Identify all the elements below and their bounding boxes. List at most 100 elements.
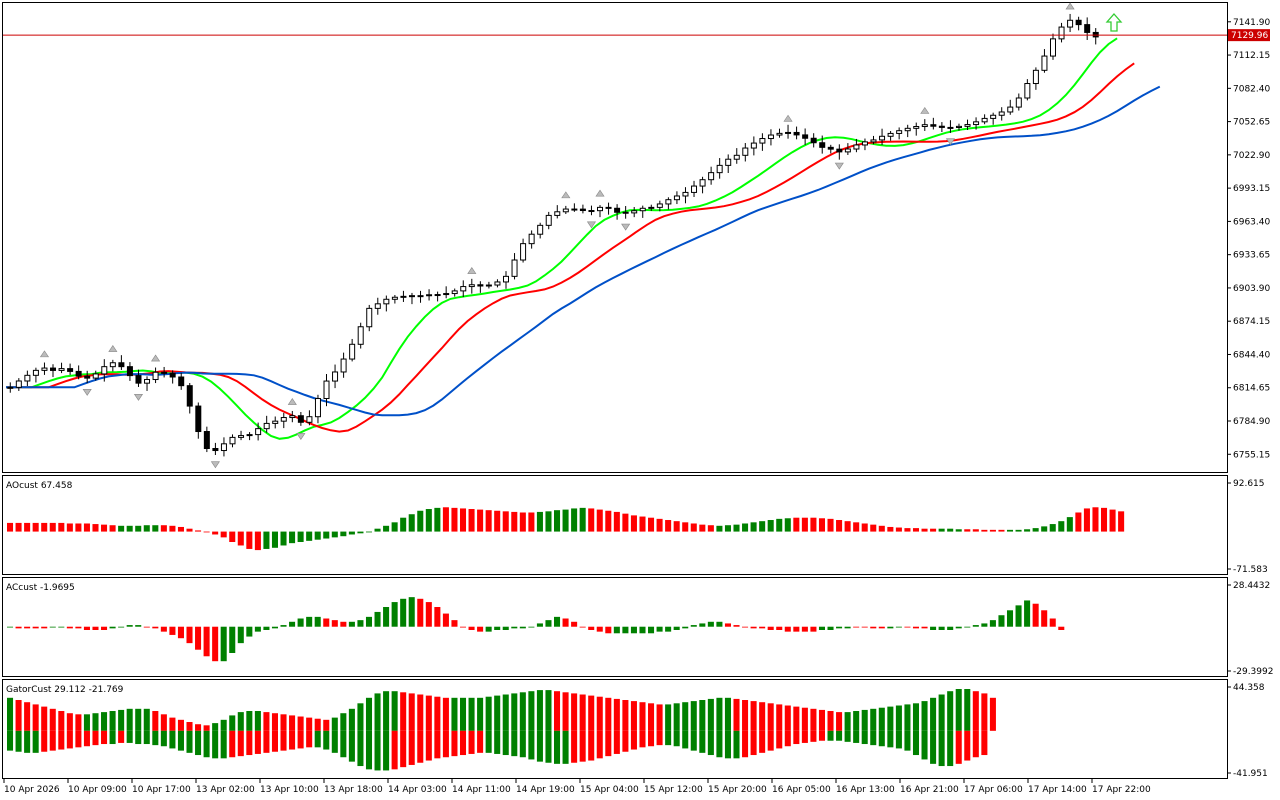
histogram-bar — [716, 621, 723, 627]
histogram-bar — [92, 524, 99, 532]
candle-body — [75, 370, 82, 377]
gator-lower-bar — [348, 730, 355, 762]
candle-body — [417, 295, 424, 298]
gator-upper-bar — [588, 695, 595, 731]
histogram-bar — [348, 621, 355, 627]
gator-upper-bar — [160, 714, 167, 731]
candle-body — [716, 164, 723, 174]
candle-body — [357, 326, 364, 345]
gator-upper-bar — [767, 703, 774, 731]
gator-upper-bar — [947, 691, 954, 731]
fractal-up-icon — [151, 354, 161, 362]
histogram-bar — [947, 626, 954, 630]
gator-upper-bar — [665, 704, 672, 731]
y-tick-label: 7052.65 — [1233, 118, 1270, 128]
fractal-up-icon — [1065, 2, 1075, 10]
candle-body — [314, 398, 321, 418]
gator-lower-bar — [408, 730, 415, 765]
gator-upper-bar — [485, 696, 492, 731]
histogram-bar — [682, 626, 689, 629]
gator-lower-bar — [673, 730, 680, 747]
histogram-bar — [485, 510, 492, 532]
candle-body — [725, 158, 732, 166]
histogram-bar — [665, 626, 672, 632]
gator-upper-bar — [66, 713, 73, 731]
histogram-bar — [1083, 508, 1090, 532]
gator-lower-bar — [605, 730, 612, 757]
gator-lower-bar — [160, 730, 167, 747]
histogram-bar — [340, 531, 347, 537]
gator-upper-bar — [955, 688, 962, 731]
fractal-down-icon — [82, 389, 92, 396]
histogram-bar — [571, 508, 578, 532]
histogram-bar — [280, 625, 287, 627]
gator-lower-bar — [818, 730, 825, 741]
histogram-bar — [964, 626, 971, 628]
histogram-bar — [912, 626, 920, 629]
gator-lower-bar — [306, 730, 313, 748]
histogram-bar — [742, 523, 749, 532]
gator-upper-bar — [733, 698, 740, 731]
gator-upper-bar — [442, 697, 449, 731]
candle-body — [1049, 38, 1056, 57]
histogram-bar — [571, 621, 578, 627]
histogram-bar — [784, 626, 791, 632]
histogram-bar — [887, 626, 894, 629]
candle-body — [579, 208, 586, 212]
candle-body — [41, 367, 48, 371]
candle-body — [434, 294, 441, 297]
histogram-bar — [605, 626, 612, 634]
histogram-bar — [887, 526, 894, 532]
candle-body — [332, 371, 339, 382]
histogram-bar — [417, 598, 424, 627]
gator-upper-bar — [118, 709, 125, 731]
candle-body — [938, 125, 945, 128]
histogram-bar — [895, 626, 902, 628]
candle-body — [366, 307, 373, 328]
histogram-bar — [861, 523, 868, 532]
histogram-bar — [331, 620, 338, 627]
gator-upper-bar — [203, 725, 210, 731]
histogram-bar — [126, 625, 133, 627]
gator-upper-bar — [699, 700, 706, 731]
gator-lower-bar — [724, 730, 731, 759]
candle-body — [614, 207, 621, 213]
histogram-bar — [477, 626, 484, 632]
candle-body — [178, 376, 185, 387]
histogram-bar — [836, 520, 843, 532]
histogram-bar — [229, 531, 236, 542]
histogram-bar — [41, 522, 48, 532]
candle-body — [819, 142, 826, 148]
gator-lower-bar — [955, 730, 962, 764]
y-tick-label: -71.583 — [1233, 565, 1268, 575]
histogram-bar — [143, 626, 150, 628]
gator-upper-bar — [374, 693, 381, 731]
histogram-bar — [605, 510, 612, 532]
candle-body — [955, 125, 962, 128]
histogram-bar — [66, 523, 73, 532]
ao-label: AOcust 67.458 — [6, 481, 73, 491]
candle-body — [562, 208, 569, 213]
gator-lower-bar — [126, 730, 133, 743]
gator-lower-bar — [314, 730, 321, 748]
x-tick-label: 15 Apr 12:00 — [644, 785, 703, 795]
histogram-bar — [648, 626, 655, 634]
histogram-bar — [750, 522, 757, 532]
histogram-bar — [844, 521, 851, 532]
histogram-bar — [528, 512, 535, 532]
fractal-down-icon — [133, 394, 144, 401]
gator-upper-bar — [554, 691, 561, 731]
histogram-bar — [314, 531, 321, 540]
histogram-bar — [289, 531, 296, 544]
x-tick-label: 10 Apr 2026 — [4, 785, 60, 795]
histogram-bar — [459, 626, 467, 628]
candle-body — [109, 362, 116, 368]
candle-body — [673, 195, 680, 201]
candle-body — [220, 443, 227, 452]
histogram-bar — [1024, 529, 1031, 532]
candle-body — [408, 295, 415, 298]
candle-body — [836, 148, 843, 153]
histogram-bar — [545, 620, 552, 627]
candle-body — [767, 134, 774, 140]
